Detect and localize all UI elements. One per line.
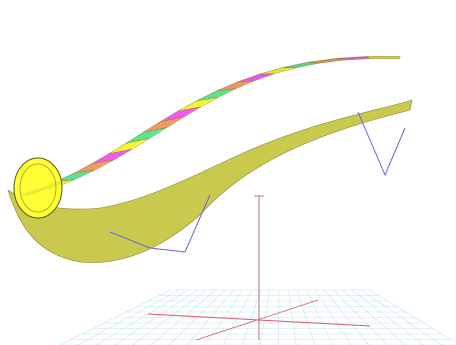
- mesh-edge: [65, 171, 82, 181]
- mesh-band: [216, 80, 255, 92]
- mesh-edge: [143, 129, 158, 140]
- mesh-edge: [166, 110, 181, 121]
- x-axis: [147, 313, 371, 327]
- mesh-edge: [195, 98, 210, 108]
- mesh-edge: [154, 119, 169, 131]
- mesh-edge: [289, 62, 313, 68]
- mesh-underside: [7, 99, 413, 263]
- mesh-edge: [171, 109, 187, 120]
- mesh-edge: [266, 67, 288, 75]
- mesh-band: [55, 169, 96, 182]
- mesh-edge: [207, 90, 224, 100]
- mesh-edge: [48, 180, 68, 189]
- mesh-edge: [245, 73, 265, 82]
- mesh-band: [74, 159, 115, 174]
- support-wires: [109, 111, 406, 253]
- mesh-edge: [231, 81, 248, 90]
- mesh-edge: [97, 153, 112, 163]
- mesh-band: [196, 88, 237, 102]
- mesh-edge: [212, 89, 229, 99]
- support-wire-back: [357, 111, 406, 177]
- mesh-triangulation: [19, 56, 401, 196]
- mesh-edge: [189, 99, 205, 110]
- mesh-band: [177, 97, 219, 112]
- mesh-band: [236, 73, 275, 83]
- mesh-edge: [114, 142, 129, 153]
- mesh-edge: [102, 151, 118, 162]
- mesh-band: [108, 137, 151, 154]
- mesh-edge: [226, 81, 244, 90]
- mesh-edge: [338, 56, 368, 59]
- mesh-band: [142, 116, 185, 133]
- mesh-edge: [120, 141, 135, 152]
- mesh-edge: [84, 162, 100, 172]
- mesh-edge: [311, 58, 338, 63]
- mesh-edge: [26, 188, 47, 196]
- y-axis: [195, 299, 319, 341]
- mesh-band: [125, 127, 168, 144]
- mesh-edge: [341, 57, 369, 60]
- tube-end-rim: [19, 163, 57, 213]
- support-wire-front: [109, 194, 211, 253]
- world-axes: [147, 195, 371, 341]
- mesh-edge: [23, 188, 43, 196]
- mesh-edge: [315, 59, 341, 64]
- mesh-edge: [79, 163, 95, 173]
- mesh-edge: [201, 90, 219, 101]
- mesh-edge: [313, 58, 340, 63]
- mesh-edge: [286, 61, 311, 68]
- mesh-edge: [148, 121, 163, 132]
- mesh-edge: [137, 130, 152, 141]
- mesh-band: [91, 148, 133, 164]
- mesh-band: [160, 106, 202, 122]
- tube-end-cap: [13, 157, 63, 219]
- mesh-edge: [292, 62, 315, 68]
- mesh-edge: [241, 73, 261, 82]
- ground-grid: [59, 289, 456, 345]
- mesh-edge: [221, 81, 239, 91]
- mesh-edge: [177, 108, 192, 119]
- mesh-edge: [250, 73, 269, 82]
- mesh-edge: [108, 150, 124, 161]
- mesh-edge: [339, 57, 369, 60]
- mesh-edge: [89, 161, 106, 171]
- mesh-edge: [19, 188, 39, 196]
- mesh-edge: [44, 180, 63, 189]
- mesh-edge: [160, 118, 175, 129]
- mesh-edge: [69, 171, 87, 181]
- mesh-edge: [270, 67, 291, 74]
- mesh-edge: [126, 140, 141, 151]
- mesh-edge: [131, 131, 146, 143]
- mesh-edge: [40, 181, 58, 190]
- mesh-edge: [263, 67, 285, 75]
- mesh-edge: [60, 172, 77, 182]
- mesh-edge: [183, 100, 199, 111]
